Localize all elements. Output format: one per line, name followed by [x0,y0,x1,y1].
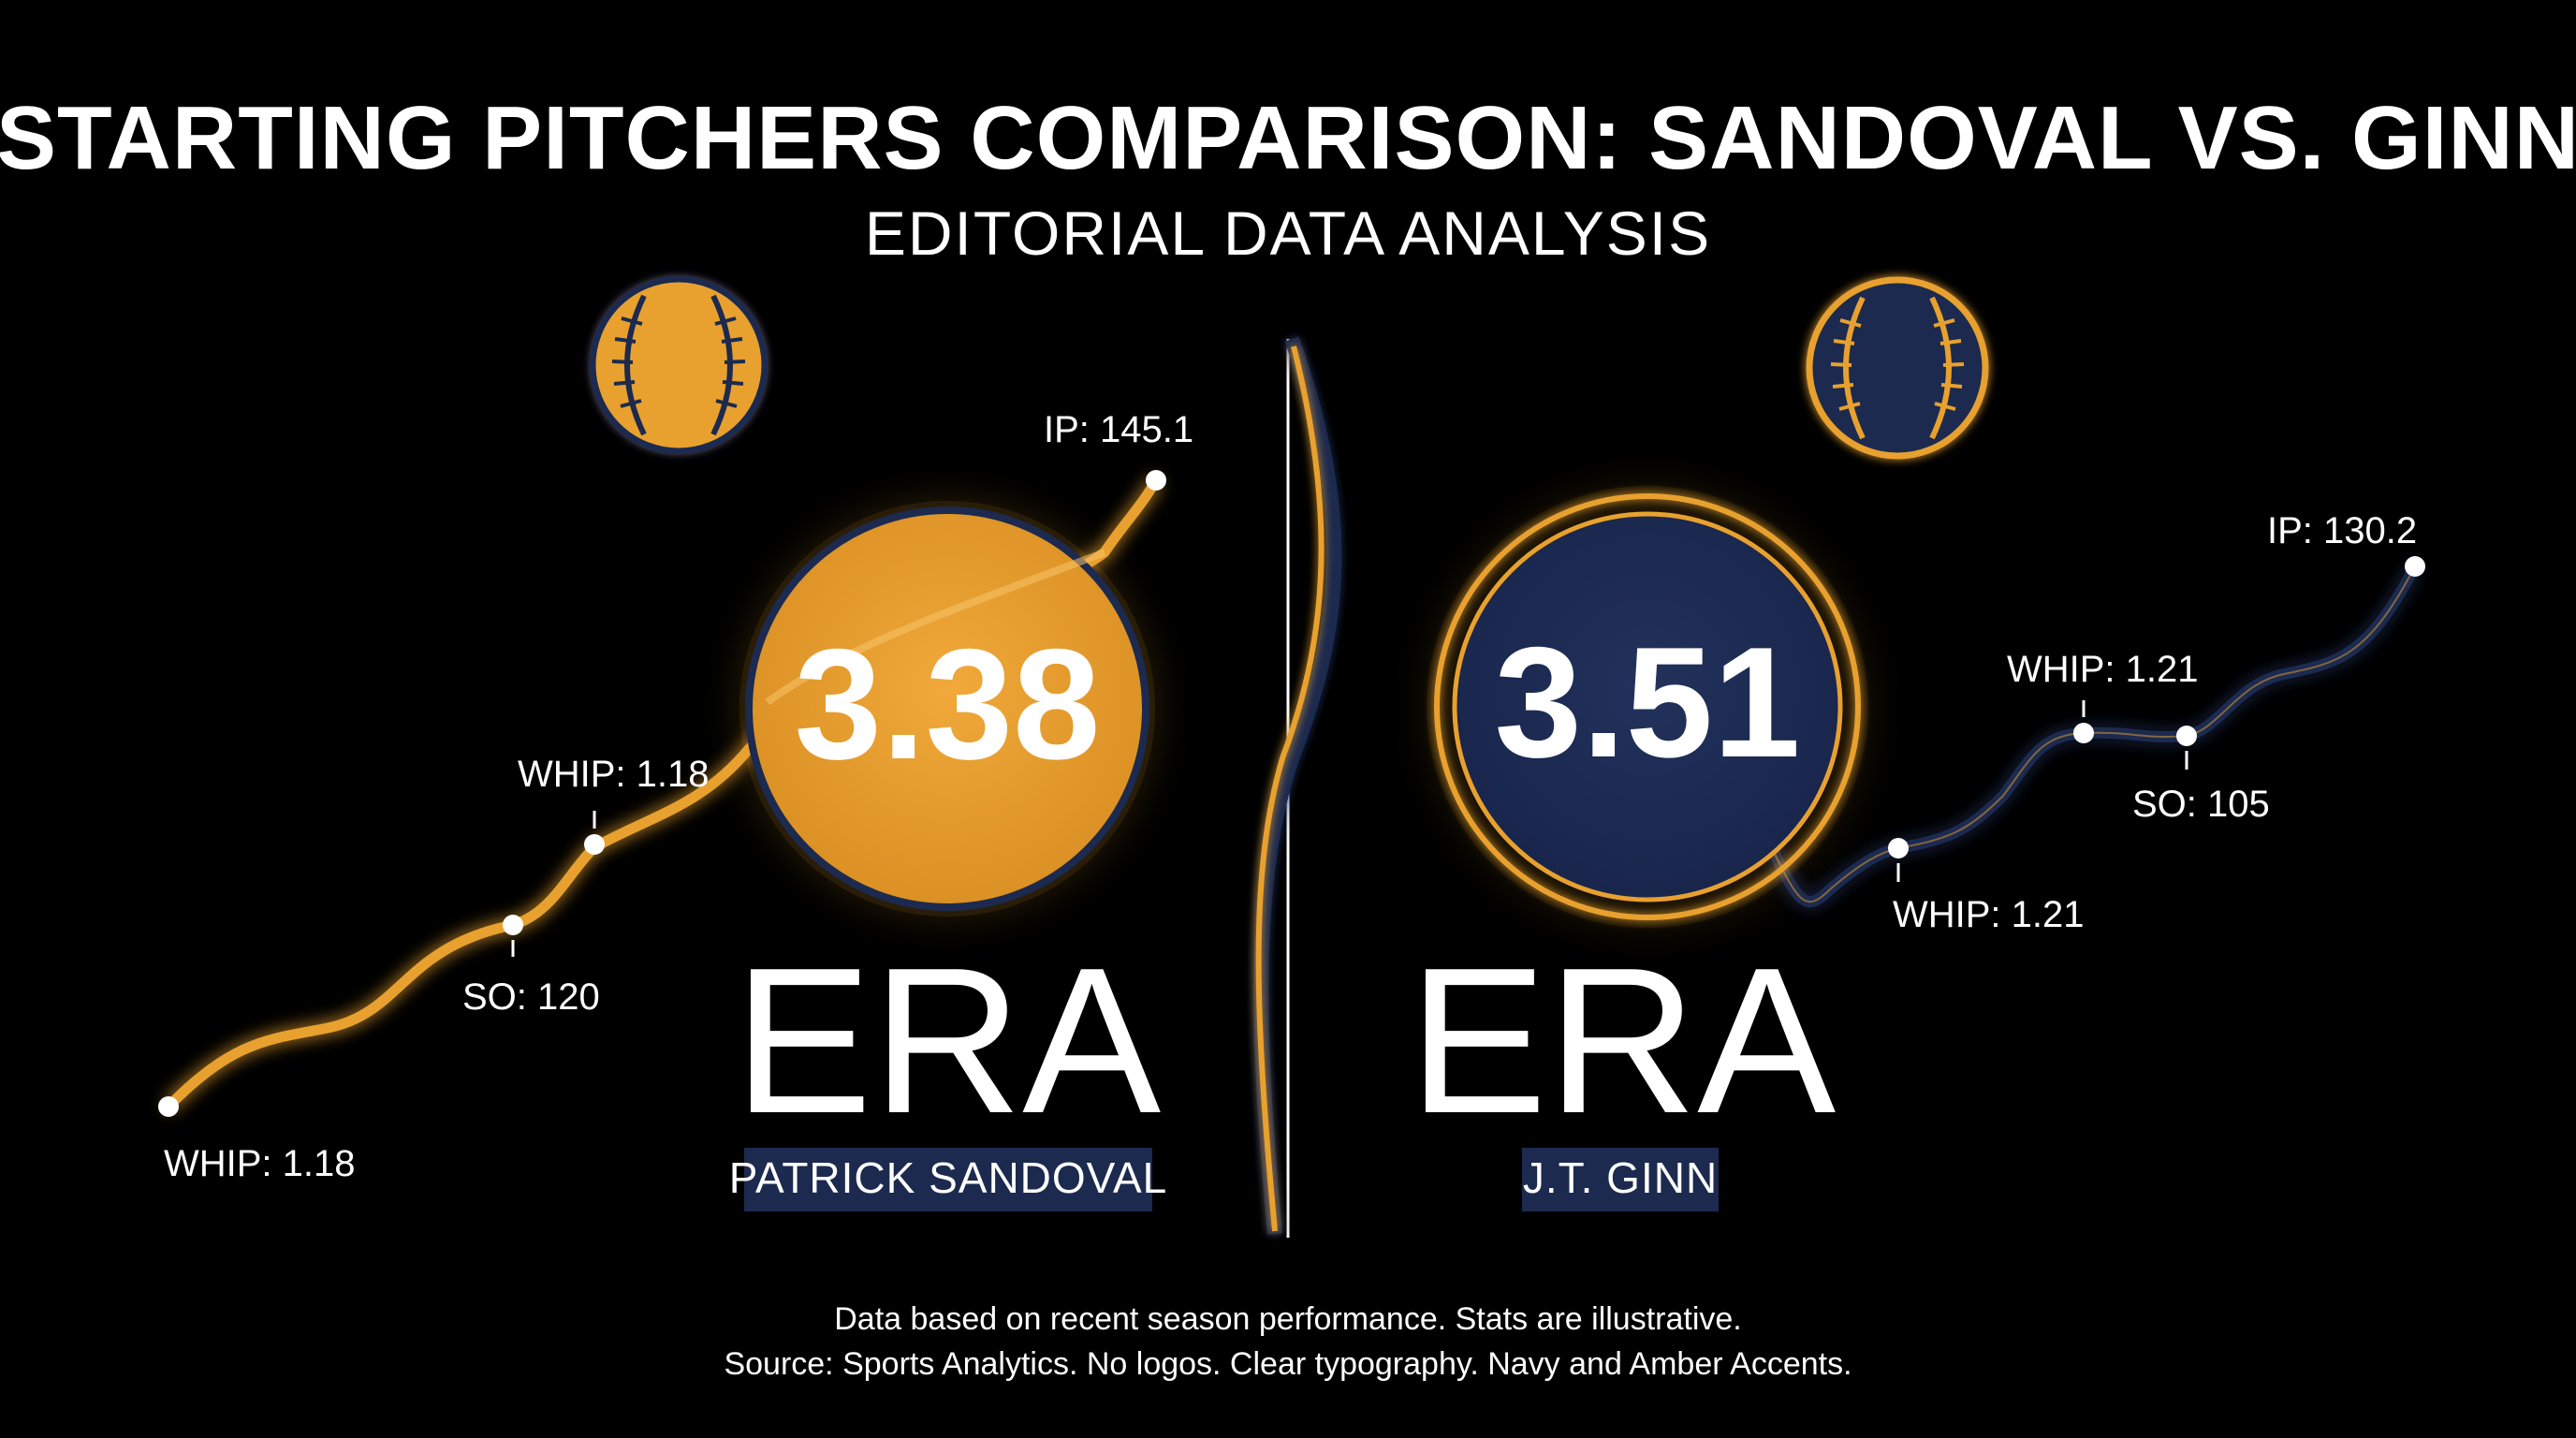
sandoval-point-4 [1146,470,1166,491]
chart-title: STARTING PITCHERS COMPARISON: SANDOVAL V… [0,88,2576,188]
sandoval-label-3: WHIP: 1.18 [518,754,710,795]
ginn-panel: 3.51 WHIP: 1.21 WHIP: 1.21 SO: 105 IP: 1… [1409,276,2425,1211]
footer-note: Data based on recent season performance.… [834,1301,1742,1337]
sandoval-era-value: 3.38 [795,616,1101,792]
ginn-era-label: ERA [1409,925,1836,1157]
ginn-era-badge [1427,486,1868,928]
ginn-point-3 [2176,726,2197,746]
sandoval-point-2 [503,915,523,935]
footer-source: Source: Sports Analytics. No logos. Clea… [724,1346,1852,1382]
ginn-label-3: SO: 105 [2132,784,2270,825]
sandoval-era-label: ERA [734,925,1161,1157]
sandoval-panel: 3.38 WHIP: 1.18 SO: 120 WHIP: 1.18 IP: 1… [158,275,1193,1211]
ginn-name-plate [1522,1148,1719,1211]
ginn-era-value: 3.51 [1495,614,1801,790]
ginn-name: J.T. GINN [1523,1153,1718,1202]
ginn-label-4: IP: 130.2 [2267,510,2417,551]
ginn-point-4 [2405,556,2425,577]
ginn-label-2: WHIP: 1.21 [2007,649,2199,690]
sandoval-label-4: IP: 145.1 [1044,409,1193,450]
sandoval-label-2: SO: 120 [462,976,600,1018]
sandoval-point-3 [584,834,605,855]
ginn-label-1: WHIP: 1.21 [1893,894,2085,935]
baseball-icon [589,275,768,455]
sandoval-point-1 [158,1096,179,1117]
sandoval-label-1: WHIP: 1.18 [164,1143,356,1184]
sandoval-era-badge [739,501,1155,917]
center-divider [1253,336,1342,1238]
chart-subtitle: EDITORIAL DATA ANALYSIS [865,198,1711,268]
ginn-point-2 [2073,723,2094,743]
ginn-point-1 [1888,838,1909,858]
sandoval-name: PATRICK SANDOVAL [729,1153,1167,1202]
sandoval-name-plate [744,1148,1152,1211]
ginn-trend-glow [1759,565,2416,903]
baseball-icon [1806,276,1989,460]
